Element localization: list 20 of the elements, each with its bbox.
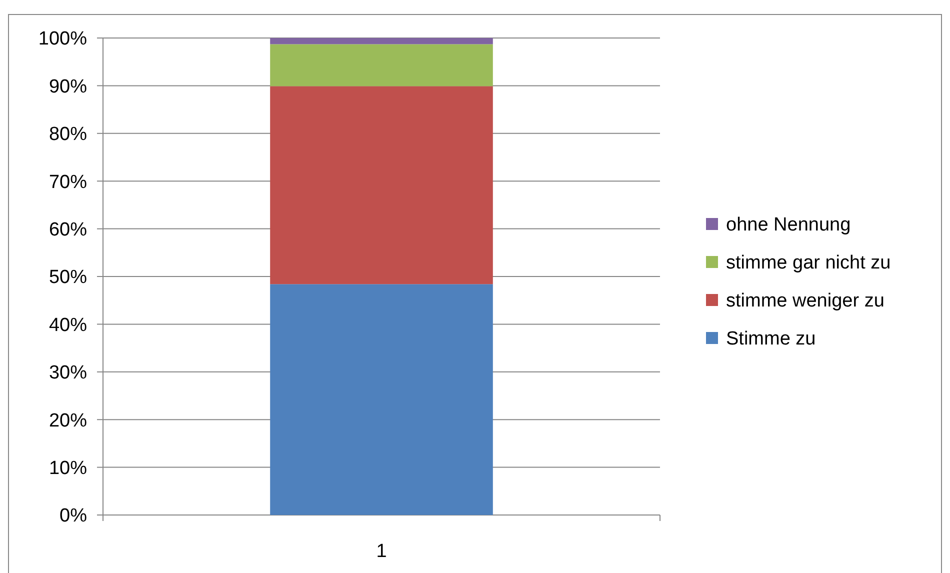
y-tick-label: 40%: [48, 314, 88, 336]
legend-label: ohne Nennung: [726, 214, 851, 236]
y-tick-label: 90%: [48, 76, 88, 98]
legend-label: stimme weniger zu: [726, 290, 884, 312]
y-tick-label: 0%: [60, 506, 88, 527]
bar: [270, 86, 493, 284]
legend-label: Stimme zu: [726, 328, 816, 350]
y-tick-label: 80%: [48, 124, 88, 146]
bar: [270, 284, 493, 515]
y-tick-label: 100%: [38, 28, 88, 50]
bar: [270, 38, 493, 44]
y-tick-label: 70%: [48, 172, 88, 193]
bar: [270, 44, 493, 86]
y-tick-label: 30%: [48, 362, 88, 384]
x-tick-label: 1: [376, 541, 387, 562]
y-tick-label: 60%: [48, 219, 88, 240]
y-tick-label: 10%: [48, 458, 88, 479]
y-tick-label: 50%: [48, 267, 88, 288]
y-tick-label: 20%: [48, 410, 88, 432]
legend-label: stimme gar nicht zu: [726, 252, 891, 274]
